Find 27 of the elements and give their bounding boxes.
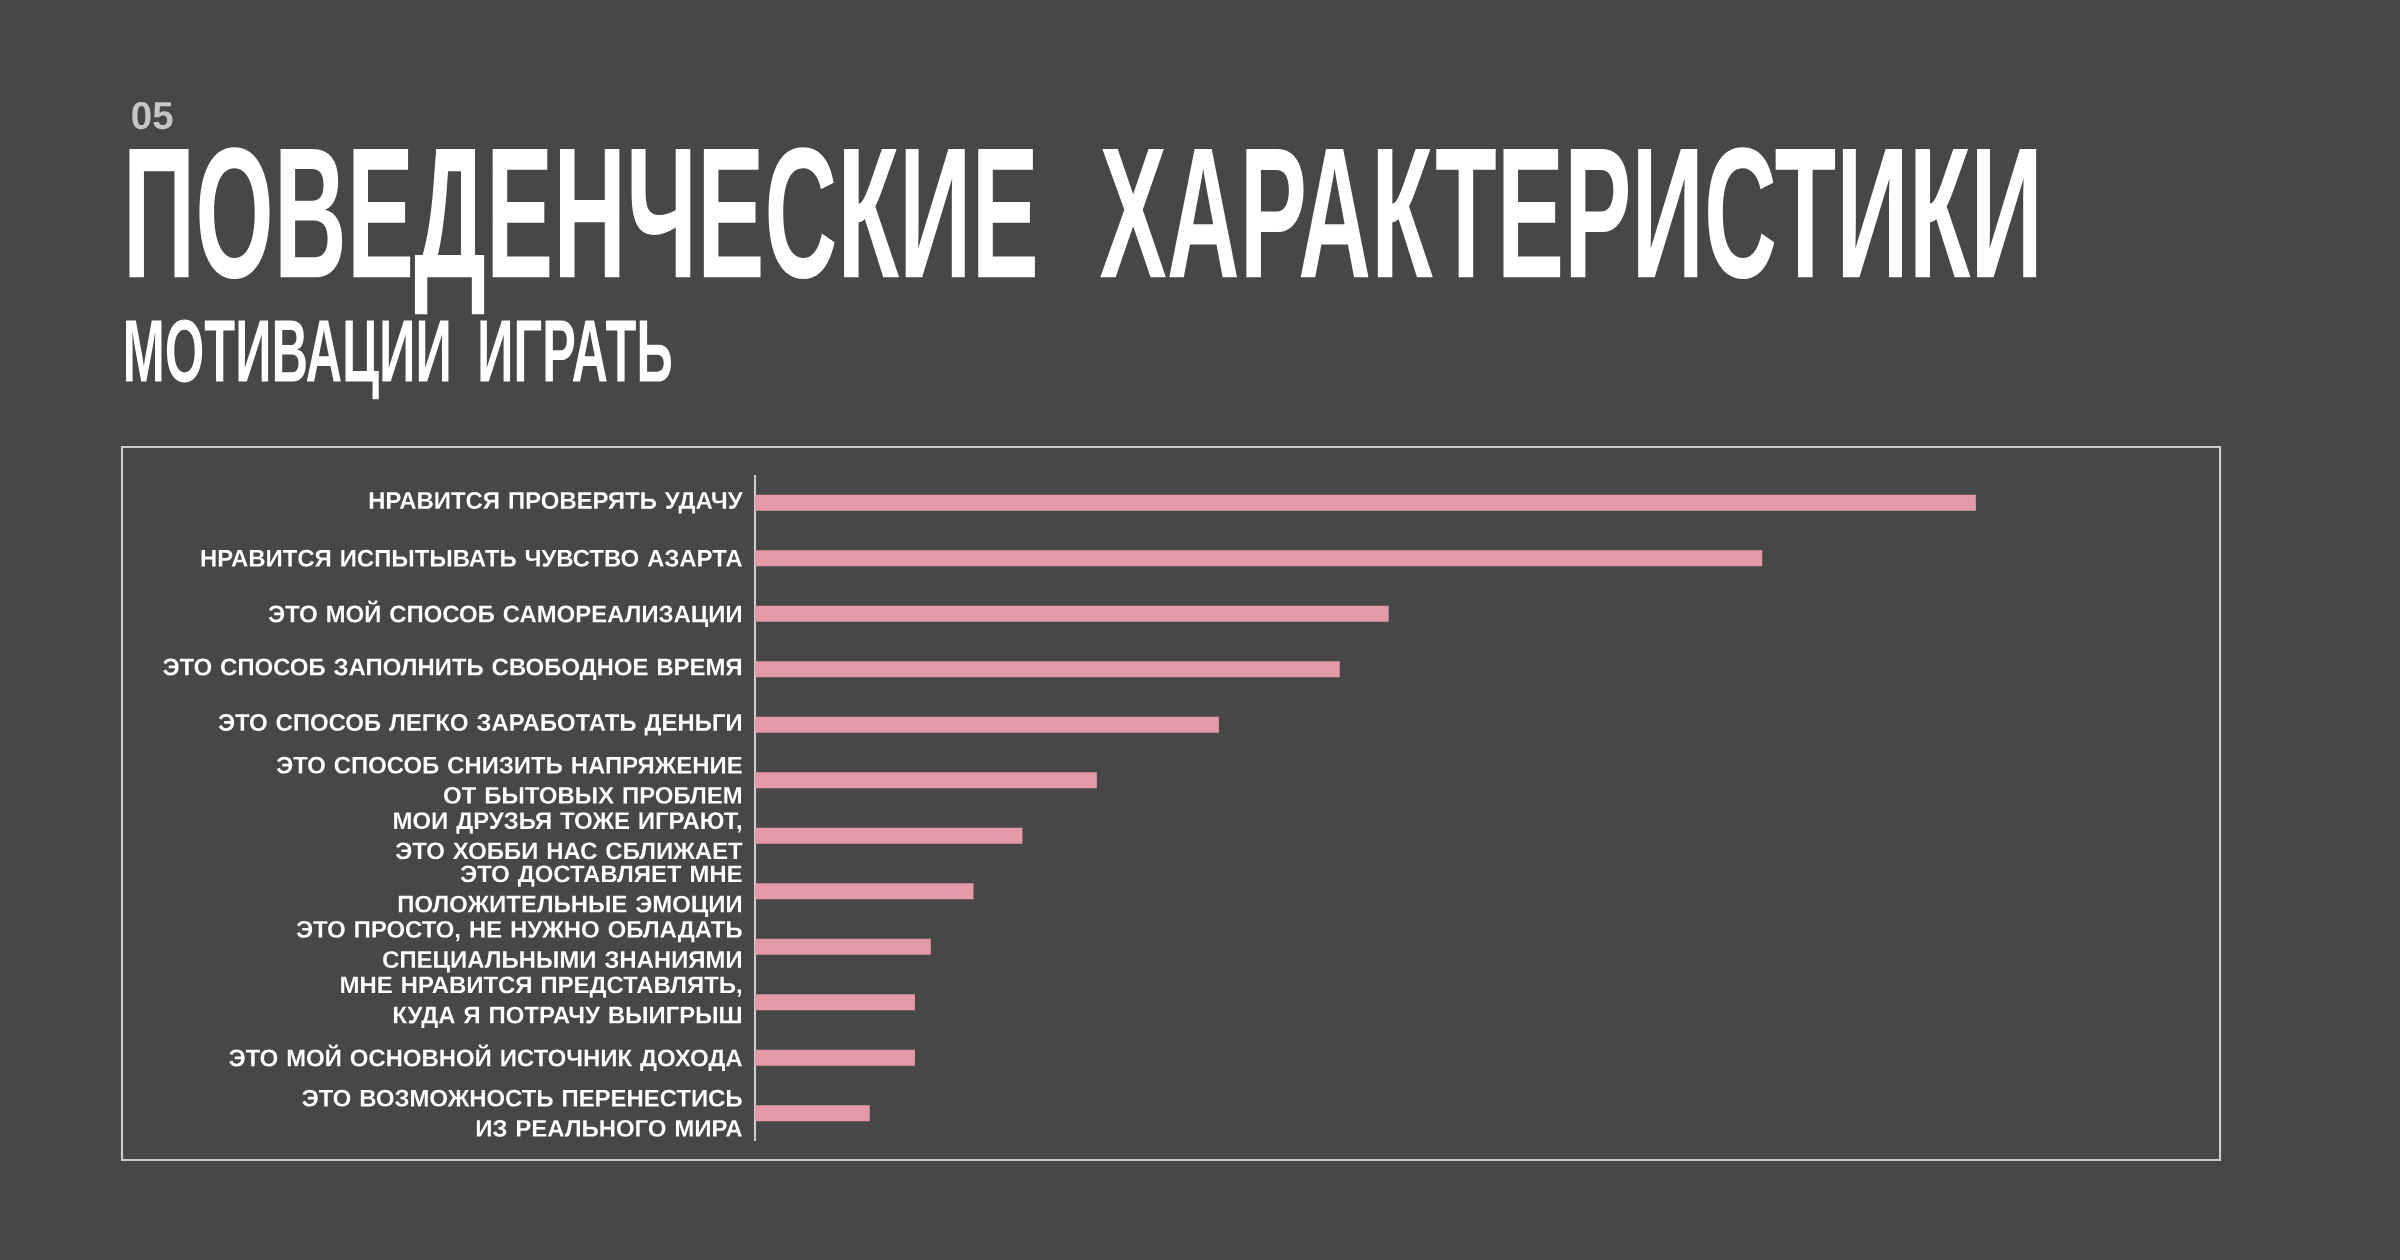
bar — [755, 994, 915, 1011]
y-tick-label: МОИ ДРУЗЬЯ ТОЖЕ ИГРАЮТ, ЭТО ХОББИ НАС СБЛИЖАЕТ — [394, 812, 743, 860]
y-tick-label: НРАВИТСЯ ПРОВЕРЯТЬ УДАЧУ — [369, 492, 743, 514]
text: 05 — [132, 101, 173, 130]
bar — [755, 827, 1023, 844]
bar — [755, 550, 1763, 567]
chart-subtitle: МОТИВАЦИИ ИГРАТЬ — [126, 319, 671, 400]
y-tick-label: ЭТО МОЙ СПОСОБ САМОРЕАЛИЗАЦИИ — [268, 600, 741, 627]
bar — [755, 661, 1340, 678]
y-tick-label: МНЕ НРАВИТСЯ ПРЕДСТАВЛЯТЬ, КУДА Я ПОТРАЧУ ВЫИГРЫШ — [341, 976, 742, 1029]
y-tick-label: ЭТО СПОСОБ ЛЕГКО ЗАРАБОТАТЬ ДЕНЬГИ — [218, 714, 741, 736]
chart-title: ПОВЕДЕНЧЕСКИЕ ХАРАКТЕРИСТИКИ — [129, 147, 2037, 315]
y-tick-label: НРАВИТСЯ ИСПЫТЫВАТЬ ЧУВСТВО АЗАРТА — [201, 549, 742, 567]
bar — [755, 494, 1976, 511]
bar — [755, 716, 1219, 733]
y-tick-label: ЭТО СПОСОБ ЗАПОЛНИТЬ СВОБОДНОЕ ВРЕМЯ — [163, 658, 742, 680]
y-tick-label: ЭТО ДОСТАВЛЯЕТ МНЕ ПОЛОЖИТЕЛЬНЫЕ ЭМОЦИИ — [398, 865, 742, 918]
y-tick-label: ЭТО ВОЗМОЖНОСТЬ ПЕРЕНЕСТИСЬ ИЗ РЕАЛЬНОГО МИРА — [302, 1089, 742, 1137]
bar — [755, 605, 1389, 622]
y-tick-label: ЭТО ПРОСТО, НЕ НУЖНО ОБЛАДАТЬ СПЕЦИАЛЬНЫМИ ЗНАНИЯМИ — [296, 920, 742, 973]
bar — [755, 1105, 870, 1122]
bar — [755, 772, 1097, 789]
bar — [755, 1049, 915, 1066]
y-tick-label: ЭТО СПОСОБ СНИЗИТЬ НАПРЯЖЕНИЕ ОТ БЫТОВЫХ ПРОБЛЕМ — [276, 756, 742, 804]
bar — [755, 938, 931, 955]
y-tick-label: ЭТО МОЙ ОСНОВНОЙ ИСТОЧНИК ДОХОДА — [229, 1044, 742, 1071]
bar — [755, 883, 974, 900]
